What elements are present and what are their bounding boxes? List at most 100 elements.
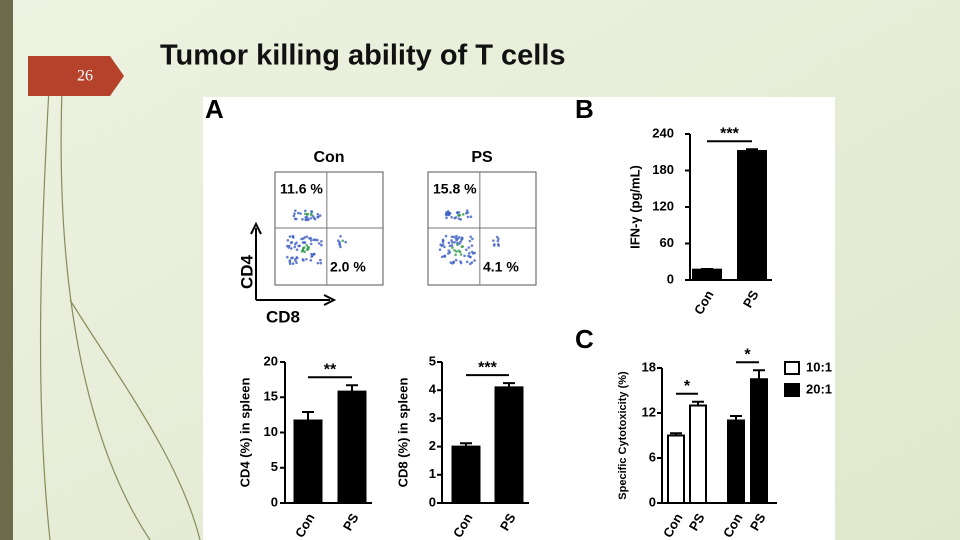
cell-dot <box>460 238 463 242</box>
error-bar <box>460 442 472 447</box>
quadrant-percent: 2.0 % <box>330 259 366 275</box>
cell-dot <box>497 237 500 241</box>
cell-dot <box>447 249 451 252</box>
cell-dot <box>319 261 323 265</box>
cell-dot <box>300 237 303 241</box>
significance-label: *** <box>720 125 739 142</box>
cell-dot <box>316 261 320 265</box>
y-tick-label: 15 <box>264 389 278 404</box>
significance-label: ** <box>324 361 337 378</box>
cell-dot <box>302 241 306 244</box>
cell-dot <box>297 244 300 248</box>
cell-dot <box>453 248 456 252</box>
flow-plot-title: PS <box>471 149 493 166</box>
cell-dot <box>470 244 474 247</box>
slide-number: 26 <box>77 68 93 85</box>
y-tick-label: 240 <box>652 125 674 140</box>
cell-dot <box>285 244 289 248</box>
legend-label: 20:1 <box>806 381 832 396</box>
y-tick-label: 4 <box>429 382 437 397</box>
cell-dot <box>467 246 471 249</box>
cell-dot <box>468 239 472 243</box>
cell-dot <box>310 210 314 213</box>
cell-dot <box>471 237 474 241</box>
cell-dot <box>290 247 293 250</box>
error-bar <box>753 369 765 380</box>
cell-dot <box>295 248 299 251</box>
y-tick-label: 10 <box>264 424 278 439</box>
legend-swatch <box>784 361 800 375</box>
cell-dot <box>293 245 297 249</box>
cell-dot <box>305 243 308 247</box>
y-tick-label: 0 <box>667 271 674 286</box>
y-axis-label: CD4 (%) in spleen <box>237 378 252 488</box>
cell-dot <box>295 261 298 265</box>
cell-dot <box>288 244 291 248</box>
cell-dot <box>305 213 309 216</box>
bar <box>494 386 524 505</box>
cell-dot <box>316 238 319 242</box>
cell-dot <box>449 261 453 264</box>
cell-dot <box>445 216 448 220</box>
panel-label: B <box>575 94 594 124</box>
y-axis-label: Specific Cytotoxicity (%) <box>617 371 629 500</box>
error-bar <box>730 415 742 421</box>
y-axis-label: CD8 (%) in spleen <box>395 378 410 488</box>
cell-dot <box>344 240 347 244</box>
cell-dot <box>306 247 310 251</box>
cell-dot <box>291 262 295 265</box>
cell-dot <box>465 248 468 252</box>
cell-dot <box>468 262 472 266</box>
cell-dot <box>443 245 446 249</box>
cell-dot <box>456 237 459 240</box>
cell-dot <box>291 234 295 238</box>
cell-dot <box>339 245 342 249</box>
y-tick-label: 1 <box>429 466 436 481</box>
cell-dot <box>320 243 323 247</box>
bar <box>451 445 481 505</box>
cell-dot <box>309 259 313 262</box>
y-tick-label: 5 <box>271 459 278 474</box>
y-tick-label: 0 <box>429 494 436 509</box>
error-bar <box>670 432 682 436</box>
cell-dot <box>452 235 456 239</box>
cell-dot <box>312 216 316 220</box>
bar <box>689 404 707 504</box>
bar <box>692 268 722 281</box>
cell-dot <box>311 254 314 257</box>
cell-dot <box>444 234 448 238</box>
flow-axis-arrows <box>250 221 337 306</box>
figure: A B C CD4 CD8 Con 11.6 % 2.0 % PS 15.8 % 4.1 … <box>203 94 835 540</box>
error-bar <box>746 148 758 152</box>
y-tick-label: 20 <box>264 353 278 368</box>
cell-dot <box>496 239 500 243</box>
cell-dot <box>305 257 308 261</box>
cell-dot <box>460 236 464 240</box>
slide-title: Tumor killing ability of T cells <box>160 40 566 72</box>
cell-dot <box>454 216 458 219</box>
cell-dot <box>459 260 462 263</box>
cell-dot <box>288 262 292 266</box>
bar <box>293 419 323 505</box>
cell-dot <box>441 240 445 244</box>
cell-dot <box>457 214 460 217</box>
significance-label: * <box>744 346 751 363</box>
cell-dot <box>461 213 465 216</box>
cell-dot <box>450 235 454 239</box>
cell-dot <box>465 209 469 212</box>
cell-dot <box>336 239 340 242</box>
y-tick-label: 120 <box>652 198 674 213</box>
cell-dot <box>295 256 299 259</box>
error-bar <box>302 411 314 421</box>
y-tick-label: 5 <box>429 353 436 368</box>
y-tick-label: 0 <box>649 494 656 509</box>
cell-dot <box>296 211 300 215</box>
cell-dot <box>306 218 310 222</box>
panel-label: C <box>575 324 594 354</box>
cell-dot <box>473 259 476 262</box>
legend-label: 10:1 <box>806 359 832 374</box>
cell-dot <box>450 244 454 247</box>
cell-dot <box>457 217 461 220</box>
cell-dot <box>317 242 321 245</box>
cell-dot <box>292 214 296 218</box>
